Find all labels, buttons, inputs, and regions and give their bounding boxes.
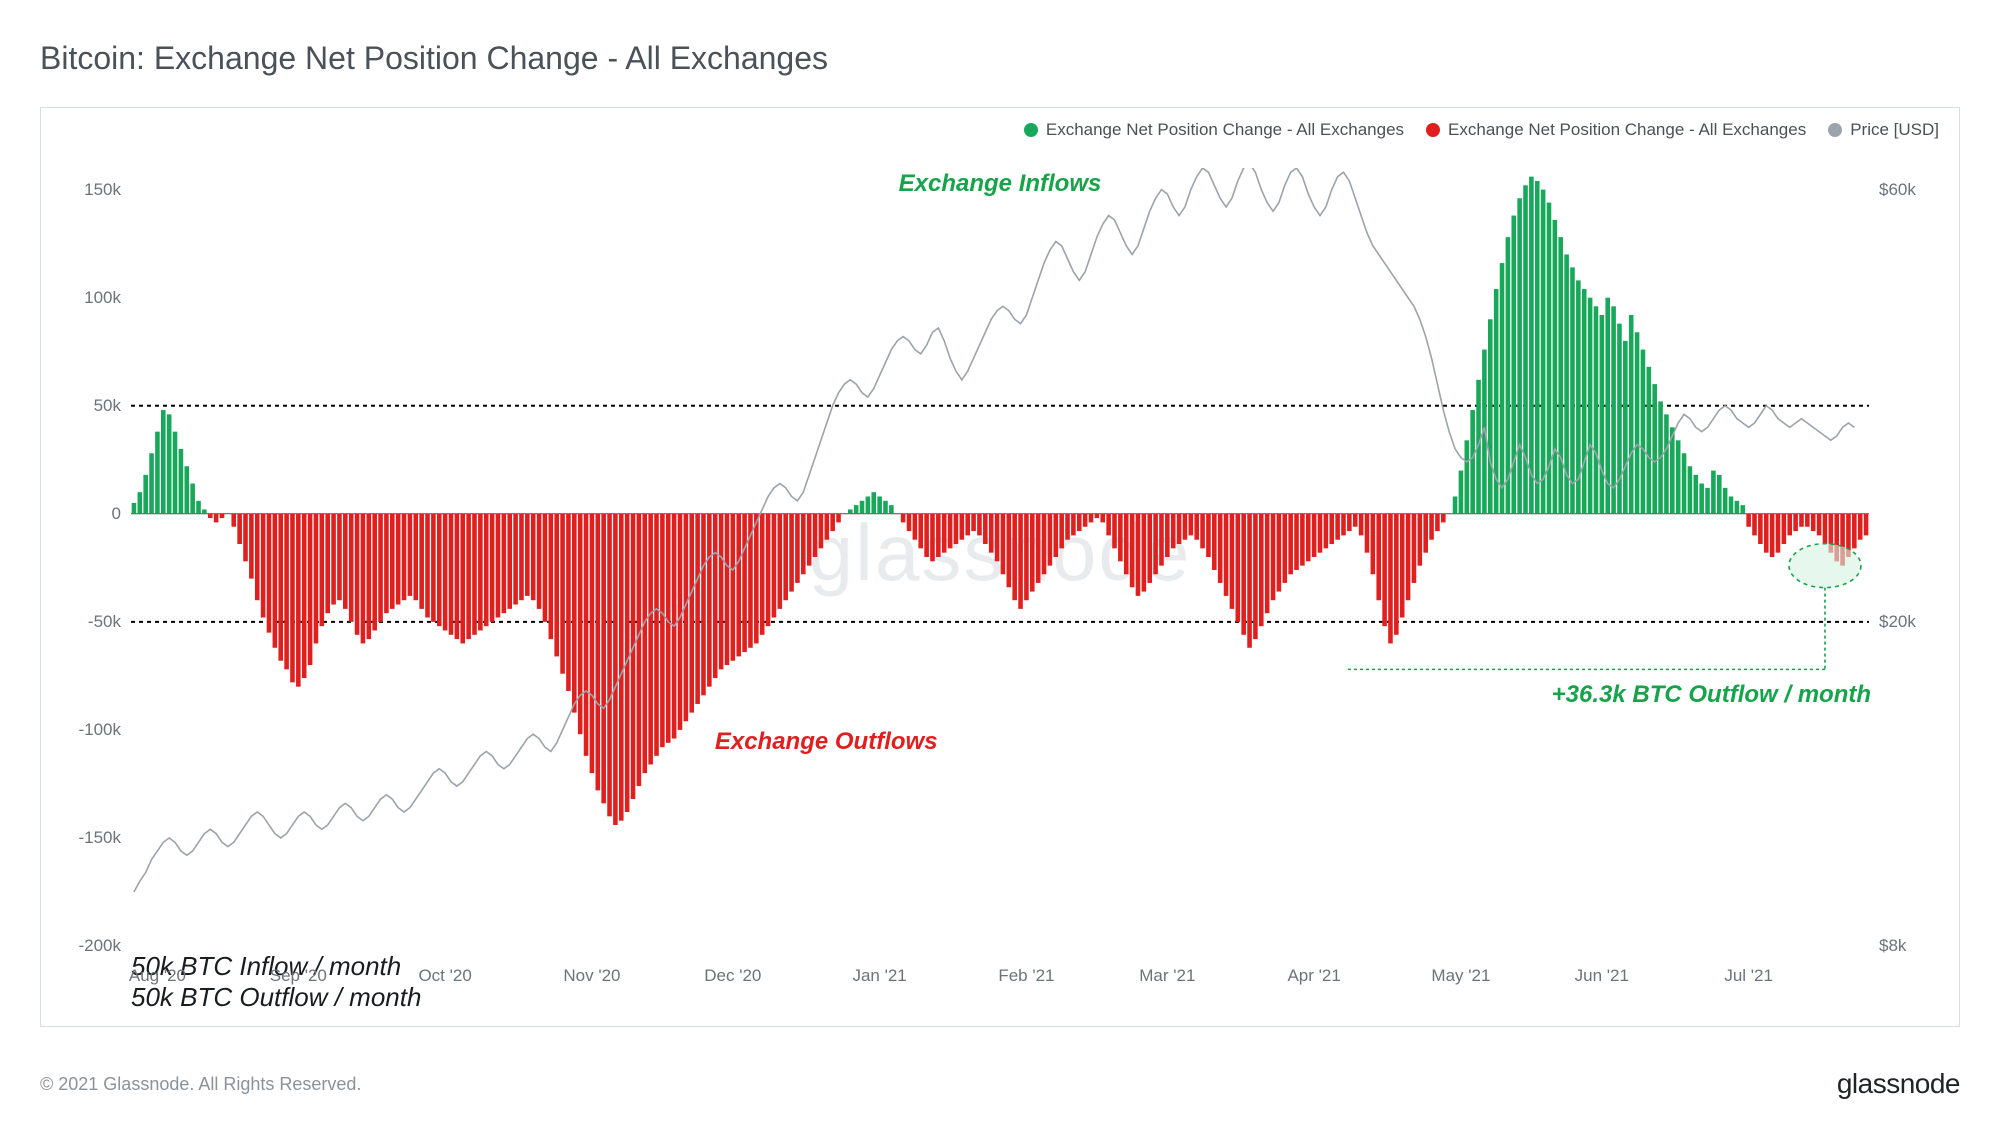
y-tick-left: -150k bbox=[61, 828, 121, 848]
annotation-inflows: Exchange Inflows bbox=[899, 170, 1102, 198]
x-tick: Jan '21 bbox=[852, 966, 906, 986]
x-tick: Sep '20 bbox=[270, 966, 327, 986]
y-tick-right: $60k bbox=[1879, 180, 1939, 200]
legend: Exchange Net Position Change - All Excha… bbox=[1024, 120, 1939, 140]
legend-item-price: Price [USD] bbox=[1828, 120, 1939, 140]
y-tick-left: -100k bbox=[61, 720, 121, 740]
annotation-outflows: Exchange Outflows bbox=[715, 728, 938, 756]
annotation-outflow-36k: +36.3k BTC Outflow / month bbox=[1552, 681, 1871, 709]
y-tick-left: 0 bbox=[61, 504, 121, 524]
y-tick-right: $20k bbox=[1879, 612, 1939, 632]
footer: © 2021 Glassnode. All Rights Reserved. g… bbox=[40, 1068, 1960, 1100]
y-tick-left: -200k bbox=[61, 936, 121, 956]
chart-title: Bitcoin: Exchange Net Position Change - … bbox=[40, 40, 1960, 77]
plot-svg bbox=[131, 168, 1869, 946]
x-tick: Dec '20 bbox=[704, 966, 761, 986]
x-tick: May '21 bbox=[1431, 966, 1490, 986]
legend-label-red: Exchange Net Position Change - All Excha… bbox=[1448, 120, 1806, 140]
legend-label-green: Exchange Net Position Change - All Excha… bbox=[1046, 120, 1404, 140]
plot-area: Exchange Inflows Exchange Outflows 50k B… bbox=[131, 168, 1869, 946]
x-tick: Aug '20 bbox=[129, 966, 186, 986]
x-tick: Jun '21 bbox=[1575, 966, 1629, 986]
legend-dot-green-icon bbox=[1024, 123, 1038, 137]
y-tick-right: $8k bbox=[1879, 936, 1939, 956]
y-tick-left: 150k bbox=[61, 180, 121, 200]
brand-logo: glassnode bbox=[1837, 1068, 1960, 1100]
legend-dot-grey-icon bbox=[1828, 123, 1842, 137]
legend-label-price: Price [USD] bbox=[1850, 120, 1939, 140]
chart-frame: Exchange Net Position Change - All Excha… bbox=[40, 107, 1960, 1027]
legend-dot-red-icon bbox=[1426, 123, 1440, 137]
x-tick: Oct '20 bbox=[418, 966, 471, 986]
copyright: © 2021 Glassnode. All Rights Reserved. bbox=[40, 1074, 361, 1095]
y-tick-left: -50k bbox=[61, 612, 121, 632]
y-tick-left: 100k bbox=[61, 288, 121, 308]
x-tick: Mar '21 bbox=[1139, 966, 1195, 986]
legend-item-green: Exchange Net Position Change - All Excha… bbox=[1024, 120, 1404, 140]
legend-item-red: Exchange Net Position Change - All Excha… bbox=[1426, 120, 1806, 140]
y-tick-left: 50k bbox=[61, 396, 121, 416]
annotation-outflow-50k: 50k BTC Outflow / month bbox=[131, 982, 1869, 1013]
x-tick: Nov '20 bbox=[563, 966, 620, 986]
x-tick: Feb '21 bbox=[998, 966, 1054, 986]
x-tick: Jul '21 bbox=[1724, 966, 1773, 986]
x-tick: Apr '21 bbox=[1287, 966, 1340, 986]
